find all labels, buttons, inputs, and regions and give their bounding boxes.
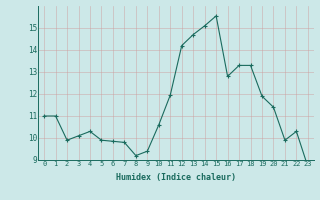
X-axis label: Humidex (Indice chaleur): Humidex (Indice chaleur) — [116, 173, 236, 182]
